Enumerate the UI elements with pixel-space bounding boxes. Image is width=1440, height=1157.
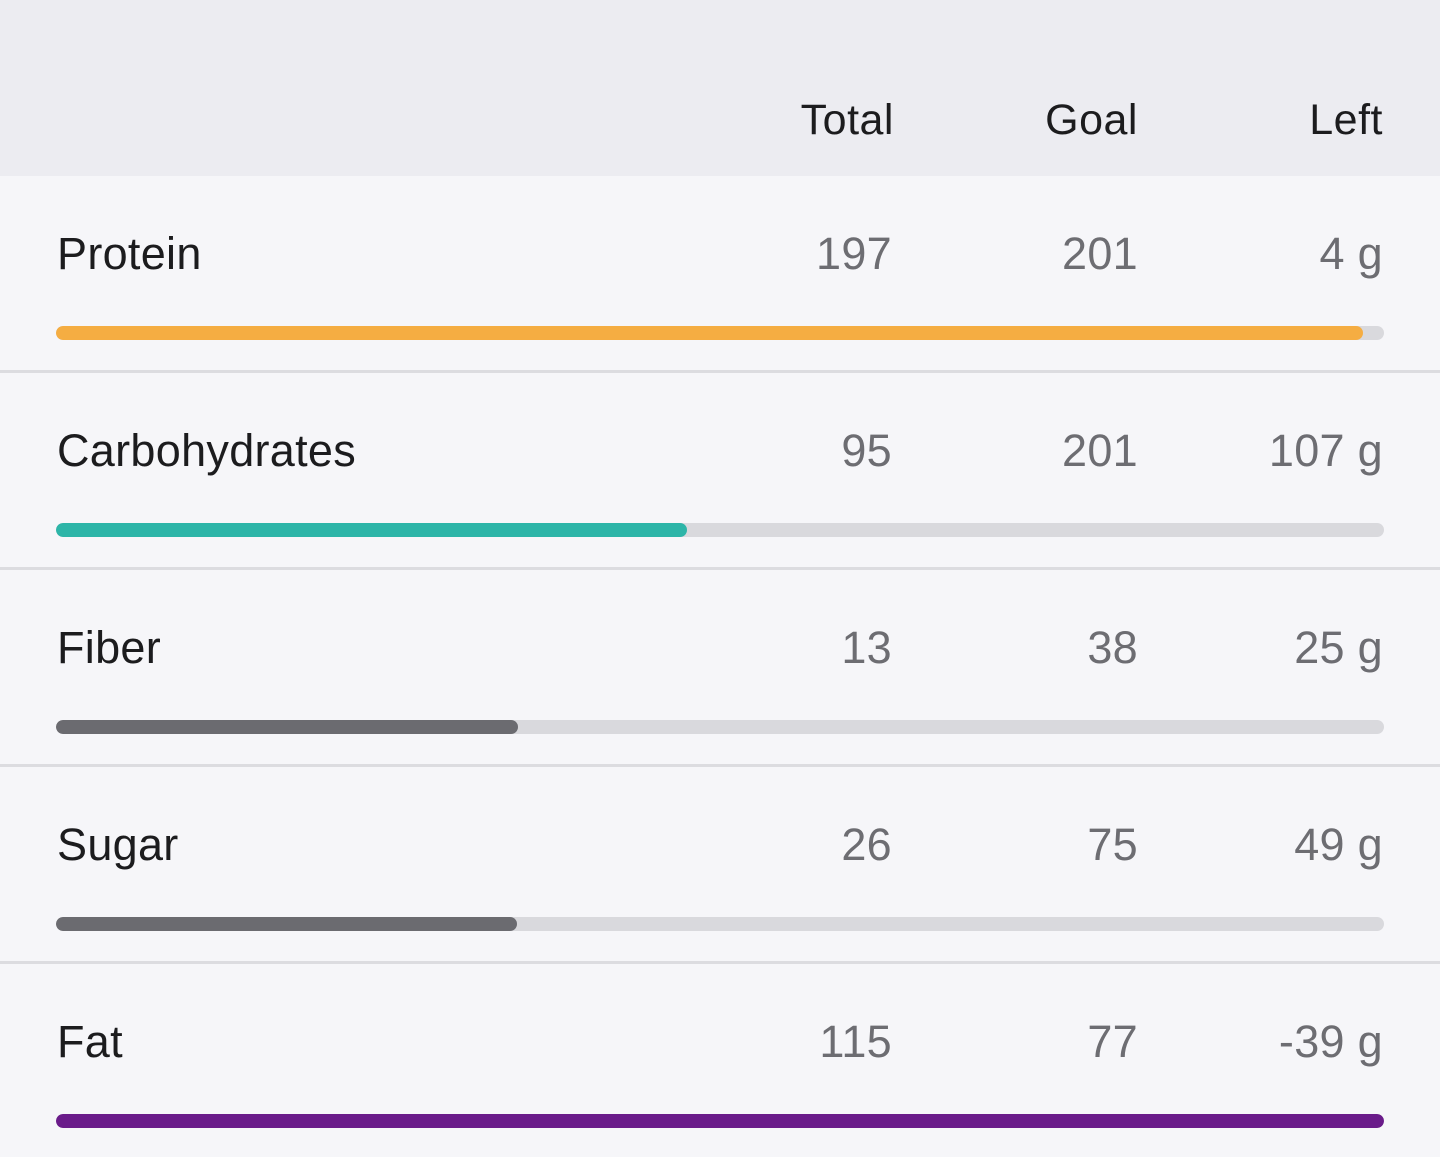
progress-fill <box>56 523 687 537</box>
nutrient-left: 25 g <box>1294 622 1383 673</box>
progress-track <box>56 523 1384 537</box>
progress-track <box>56 326 1384 340</box>
nutrient-goal: 201 <box>1062 228 1138 279</box>
nutrient-total: 13 <box>841 622 892 673</box>
progress-track <box>56 720 1384 734</box>
nutrient-left: 4 g <box>1319 228 1383 279</box>
nutrient-left: 107 g <box>1268 425 1383 476</box>
progress-fill <box>56 326 1363 340</box>
nutrient-goal: 38 <box>1087 622 1138 673</box>
header-left: Left <box>1309 96 1383 144</box>
nutrient-goal: 75 <box>1087 819 1138 870</box>
nutrient-row-fat[interactable]: Fat 115 77 -39 g <box>0 964 1440 1157</box>
nutrient-goal: 201 <box>1062 425 1138 476</box>
progress-fill <box>56 917 517 931</box>
header-total: Total <box>800 96 894 144</box>
nutrient-total: 26 <box>841 819 892 870</box>
nutrient-row-protein[interactable]: Protein 197 201 4 g <box>0 176 1440 373</box>
nutrient-left: 49 g <box>1294 819 1383 870</box>
nutrient-left: -39 g <box>1278 1016 1383 1067</box>
progress-fill <box>56 720 519 734</box>
progress-fill <box>56 1114 1384 1128</box>
progress-track <box>56 917 1384 931</box>
nutrient-name: Carbohydrates <box>57 425 357 476</box>
nutrient-name: Fat <box>57 1016 123 1067</box>
progress-track <box>56 1114 1384 1128</box>
table-header: Total Goal Left <box>0 0 1440 176</box>
nutrient-total: 95 <box>841 425 892 476</box>
header-goal: Goal <box>1045 96 1138 144</box>
nutrient-goal: 77 <box>1087 1016 1138 1067</box>
nutrient-total: 115 <box>819 1016 892 1067</box>
nutrient-name: Protein <box>57 228 202 279</box>
nutrient-name: Fiber <box>57 622 162 673</box>
nutrient-row-sugar[interactable]: Sugar 26 75 49 g <box>0 767 1440 964</box>
nutrient-row-fiber[interactable]: Fiber 13 38 25 g <box>0 570 1440 767</box>
nutrient-total: 197 <box>816 228 892 279</box>
nutrient-name: Sugar <box>57 819 179 870</box>
nutrient-row-carbohydrates[interactable]: Carbohydrates 95 201 107 g <box>0 373 1440 570</box>
